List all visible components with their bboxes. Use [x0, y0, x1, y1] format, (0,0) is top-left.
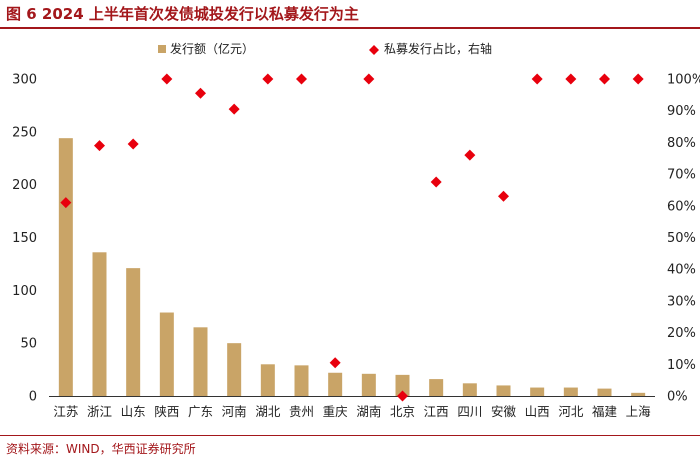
scatter-point	[531, 73, 543, 85]
x-tick-label: 安徽	[491, 404, 517, 419]
title-rule	[0, 27, 700, 29]
y-right-tick-label: 70%	[667, 168, 696, 183]
y-left-tick-label: 100	[12, 284, 37, 299]
y-left-tick-label: 300	[12, 73, 37, 88]
x-tick-label: 浙江	[87, 404, 112, 419]
x-tick-label: 贵州	[289, 404, 314, 419]
scatter-point	[60, 197, 72, 209]
bar	[361, 373, 376, 396]
scatter-point	[599, 73, 610, 85]
x-tick-label: 广东	[188, 404, 213, 419]
scatter-point	[498, 190, 509, 202]
y-right-tick-label: 0%	[667, 390, 688, 405]
legend-marker-swatch	[369, 45, 379, 55]
bar	[496, 385, 511, 396]
scatter-point	[127, 138, 139, 150]
x-tick-label: 河南	[222, 404, 247, 419]
scatter-point	[195, 87, 206, 99]
y-right-tick-label: 60%	[667, 199, 696, 214]
bar	[227, 343, 242, 396]
bar	[429, 379, 444, 396]
y-right-tick-label: 20%	[667, 326, 696, 341]
x-tick-label: 北京	[390, 404, 415, 419]
bar	[395, 374, 410, 396]
bar	[462, 383, 477, 396]
x-tick-label: 江西	[424, 404, 449, 419]
scatter-point	[632, 73, 644, 85]
legend-marker-label: 私募发行占比，右轴	[384, 41, 492, 56]
x-tick-label: 四川	[457, 404, 482, 419]
legend-bar-label: 发行额（亿元）	[170, 41, 254, 56]
scatter-point	[161, 73, 173, 85]
y-right-tick-label: 50%	[667, 231, 696, 246]
x-tick-label: 福建	[592, 404, 618, 419]
bar	[193, 327, 208, 396]
y-right-tick-label: 30%	[667, 294, 696, 309]
scatter-point	[464, 149, 476, 161]
bar	[294, 365, 309, 396]
bar	[260, 364, 275, 396]
x-tick-label: 山西	[525, 404, 550, 419]
scatter-point	[329, 357, 341, 369]
x-tick-label: 山东	[121, 404, 146, 419]
scatter-point	[296, 73, 307, 85]
scatter-point	[262, 73, 274, 85]
bar	[530, 387, 545, 396]
y-left-tick-label: 150	[12, 231, 37, 246]
y-right-tick-label: 10%	[667, 358, 696, 373]
scatter-point	[94, 140, 105, 152]
x-tick-label: 江苏	[53, 404, 78, 419]
bar	[597, 388, 612, 396]
y-left-tick-label: 50	[20, 337, 37, 352]
bar	[126, 268, 141, 396]
y-left-tick-label: 0	[29, 390, 37, 405]
footer-rule	[0, 435, 700, 436]
bar	[58, 138, 73, 396]
y-right-tick-label: 40%	[667, 263, 696, 278]
x-tick-label: 河北	[558, 404, 584, 419]
bar	[92, 252, 107, 396]
bar	[159, 312, 174, 396]
source-note: 资料来源：WIND，华西证券研究所	[6, 442, 196, 456]
y-right-tick-label: 100%	[667, 73, 700, 88]
x-tick-label: 上海	[626, 404, 652, 419]
x-tick-label: 湖南	[356, 404, 381, 419]
scatter-point	[397, 390, 408, 402]
legend-bar-swatch	[158, 45, 166, 53]
bar	[328, 372, 343, 396]
bar	[563, 387, 578, 396]
x-tick-label: 重庆	[323, 404, 349, 419]
scatter-point	[430, 176, 442, 188]
scatter-point	[228, 103, 240, 115]
y-left-tick-label: 200	[12, 178, 37, 193]
y-right-tick-label: 90%	[667, 104, 696, 119]
scatter-point	[565, 73, 577, 85]
scatter-point	[363, 73, 375, 85]
y-right-tick-label: 80%	[667, 136, 696, 151]
x-tick-label: 湖北	[255, 404, 281, 419]
bar	[631, 392, 646, 396]
chart-title: 图 6 2024 上半年首次发债城投发行以私募发行为主	[6, 5, 359, 23]
y-left-tick-label: 250	[12, 125, 37, 140]
x-tick-label: 陕西	[154, 404, 179, 419]
